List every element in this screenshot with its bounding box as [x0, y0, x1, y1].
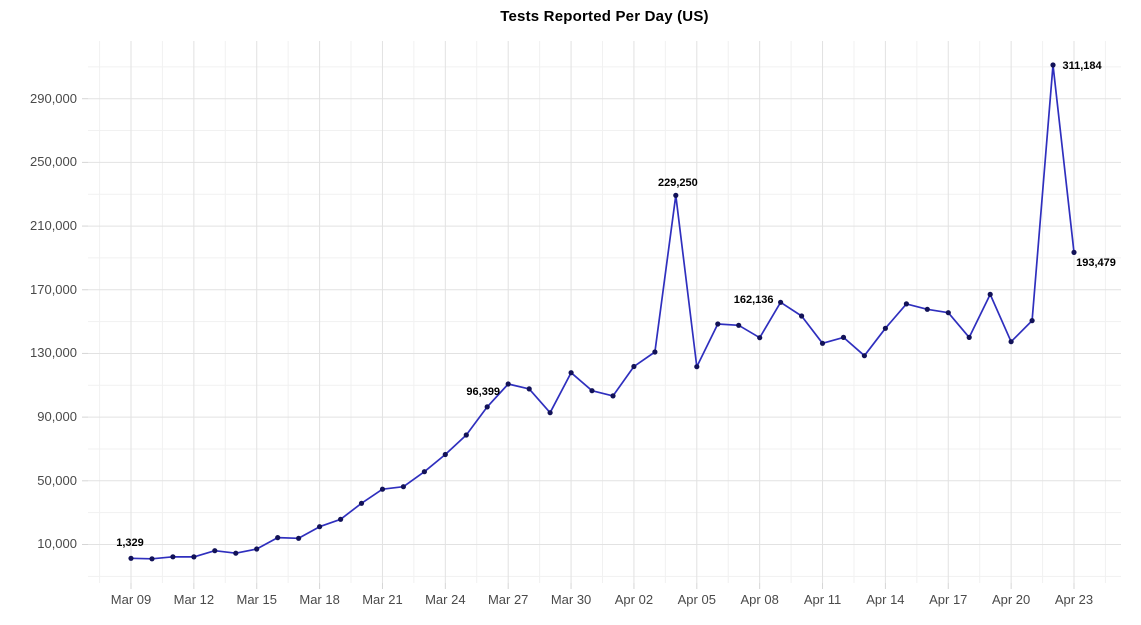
annotation-label: 162,136: [733, 294, 774, 307]
data-point: [903, 301, 910, 307]
data-point: [275, 535, 281, 541]
data-point: [652, 349, 658, 355]
data-point: [715, 321, 721, 327]
data-point: [1029, 318, 1035, 324]
data-point: [505, 381, 511, 387]
y-tick-label: 50,000: [37, 472, 77, 488]
data-point: [400, 484, 406, 490]
y-tick-label: 210,000: [30, 218, 77, 234]
data-point: [317, 524, 323, 530]
data-point: [589, 388, 595, 394]
data-point: [736, 322, 742, 328]
x-tick-label: Mar 15: [236, 592, 277, 607]
annotation-label: 1,329: [116, 537, 144, 550]
data-point: [819, 340, 826, 346]
x-tick-label: Apr 08: [740, 592, 779, 607]
data-point: [233, 550, 239, 556]
x-tick-label: Mar 21: [362, 592, 403, 607]
data-point: [421, 469, 427, 475]
data-point: [778, 299, 784, 305]
data-point: [1071, 249, 1077, 255]
annotation-label: 96,399: [466, 385, 501, 398]
annotation-label: 193,479: [1076, 257, 1116, 270]
data-point: [358, 500, 365, 506]
data-point: [442, 451, 448, 458]
x-tick-label: Apr 23: [1054, 592, 1094, 607]
x-tick-label: Apr 11: [803, 592, 842, 607]
data-point: [694, 364, 700, 370]
data-point: [149, 556, 155, 562]
x-tick-label: Mar 18: [299, 592, 340, 607]
x-tick-label: Apr 02: [614, 592, 654, 607]
data-point: [861, 353, 868, 359]
data-point: [1008, 339, 1014, 345]
data-point: [379, 486, 386, 492]
data-point: [799, 313, 805, 319]
x-tick-label: Mar 27: [487, 592, 529, 607]
x-tick-label: Mar 09: [110, 592, 152, 607]
data-point: [547, 410, 553, 416]
data-point: [128, 555, 134, 561]
data-point: [673, 192, 679, 198]
data-point: [840, 334, 847, 340]
x-tick-label: Apr 14: [866, 592, 905, 607]
y-tick-label: 10,000: [37, 536, 77, 552]
annotation-label: 311,184: [1062, 59, 1102, 72]
annotation-label: 229,250: [657, 177, 698, 190]
data-point: [987, 291, 993, 297]
data-point: [526, 386, 532, 392]
x-tick-label: Mar 24: [425, 592, 466, 607]
data-point: [463, 432, 469, 438]
y-tick-label: 170,000: [30, 281, 77, 297]
data-point: [945, 310, 951, 316]
data-point: [212, 548, 218, 554]
y-tick-label: 130,000: [30, 345, 77, 361]
trend-line: [130, 64, 1075, 560]
data-point: [296, 535, 302, 541]
y-tick-label: 290,000: [30, 90, 77, 106]
data-point: [631, 363, 637, 370]
data-point: [924, 306, 930, 312]
x-tick-label: Mar 30: [550, 592, 592, 607]
y-tick-label: 250,000: [30, 154, 77, 170]
chart-title: Tests Reported Per Day (US): [500, 8, 709, 25]
data-point: [484, 404, 490, 410]
data-point: [1050, 62, 1056, 68]
data-point: [568, 370, 574, 376]
x-tick-label: Apr 17: [929, 592, 968, 607]
data-point: [966, 334, 972, 340]
data-point: [338, 516, 344, 522]
data-point: [882, 325, 889, 331]
data-point: [191, 554, 197, 560]
data-point: [170, 554, 176, 560]
data-point: [610, 393, 616, 399]
x-tick-label: Apr 05: [677, 592, 716, 607]
data-point: [254, 546, 260, 552]
x-tick-label: Mar 12: [173, 592, 215, 607]
y-tick-label: 90,000: [37, 409, 77, 425]
data-point: [757, 335, 763, 341]
x-tick-label: Apr 20: [991, 592, 1031, 607]
